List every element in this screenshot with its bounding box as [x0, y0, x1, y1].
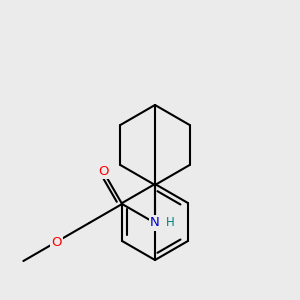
- Text: O: O: [98, 165, 108, 178]
- Text: N: N: [150, 217, 160, 230]
- Text: H: H: [166, 217, 175, 230]
- Text: O: O: [51, 236, 62, 248]
